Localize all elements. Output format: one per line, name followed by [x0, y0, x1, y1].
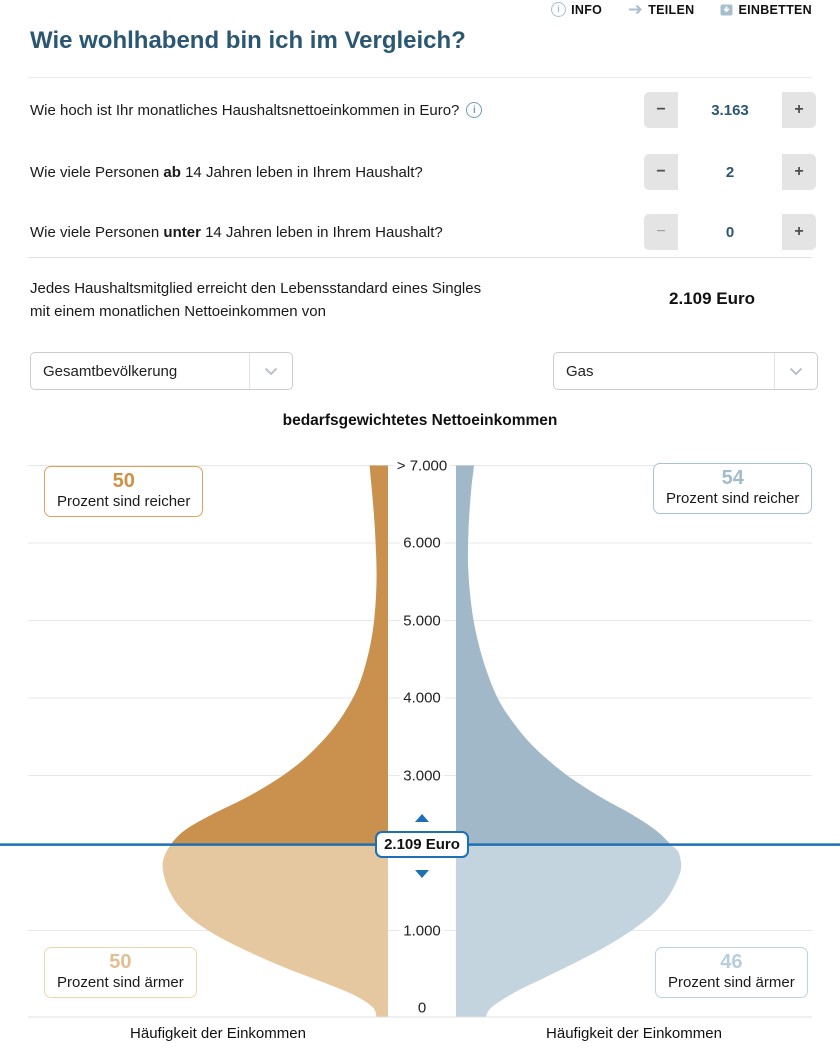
- question-label: Wie hoch ist Ihr monatliches Haushaltsne…: [30, 101, 483, 119]
- info-icon[interactable]: i: [466, 102, 483, 118]
- violin-chart: > 7.000 6.000 5.000 4.000 3.000 1.000 0 50 Pro…: [0, 440, 840, 1058]
- badge-richer-right: 54 Prozent sind reicher: [653, 463, 813, 514]
- badge-poorer-left: 50 Prozent sind ärmer: [44, 947, 197, 998]
- children-stepper: − 0 +: [644, 214, 816, 250]
- adults-stepper: − 2 +: [644, 154, 816, 190]
- stepper-decrement[interactable]: −: [656, 163, 666, 180]
- share-link[interactable]: TEILEN: [628, 3, 694, 17]
- question-label: Wie viele Personen unter 14 Jahren leben…: [30, 224, 443, 241]
- badge-label: Prozent sind ärmer: [668, 974, 795, 991]
- y-tick-label: 3.000: [400, 767, 444, 784]
- badge-label: Prozent sind reicher: [666, 490, 800, 507]
- divider: [28, 77, 812, 78]
- embed-link[interactable]: EINBETTEN: [720, 3, 812, 17]
- violin-right-below: [456, 844, 682, 1017]
- badge-percent: 54: [721, 467, 744, 489]
- embed-link-label: EINBETTEN: [738, 2, 812, 17]
- y-tick-label: 6.000: [400, 534, 444, 552]
- badge-percent: 50: [109, 951, 132, 973]
- question-row-adults: Wie viele Personen ab 14 Jahren leben in…: [30, 154, 816, 190]
- y-tick-label: 5.000: [400, 612, 444, 629]
- badge-label: Prozent sind ärmer: [57, 974, 184, 991]
- result-text: Jedes Haushaltsmitglied erreicht den Leb…: [30, 277, 481, 323]
- stepper-decrement[interactable]: −: [656, 223, 666, 240]
- info-link[interactable]: i INFO: [551, 2, 602, 17]
- result-value: 2.109 Euro: [669, 289, 755, 308]
- info-icon: i: [551, 2, 567, 17]
- drag-up-icon: [415, 814, 429, 822]
- stepper-value[interactable]: 3.163: [678, 92, 782, 128]
- result-line-1: Jedes Haushaltsmitglied erreicht den Leb…: [30, 280, 482, 297]
- badge-label: Prozent sind reicher: [57, 493, 191, 510]
- badge-poorer-right: 46 Prozent sind ärmer: [655, 947, 808, 998]
- violin-left-above: [170, 465, 388, 845]
- question-text: Wie viele Personen ab 14 Jahren leben in…: [30, 163, 423, 181]
- header-links: i INFO TEILEN EINBETTEN: [551, 2, 812, 17]
- stepper-value[interactable]: 0: [678, 214, 782, 250]
- violin-left-below: [162, 844, 388, 1017]
- y-tick-label: 4.000: [400, 689, 444, 707]
- income-stepper: − 3.163 +: [644, 92, 816, 128]
- comparison-group-select[interactable]: Gas: [553, 352, 818, 390]
- select-value: Gesamtbevölkerung: [43, 362, 178, 380]
- question-text: Wie hoch ist Ihr monatliches Haushaltsne…: [30, 101, 460, 119]
- stepper-decrement[interactable]: −: [656, 101, 666, 118]
- question-text: Wie viele Personen unter 14 Jahren leben…: [30, 223, 443, 241]
- select-value: Gas: [566, 362, 594, 380]
- population-select[interactable]: Gesamtbevölkerung: [30, 352, 293, 390]
- stepper-value[interactable]: 2: [678, 154, 782, 190]
- embed-icon: [720, 4, 733, 16]
- y-tick-label: > 7.000: [393, 457, 451, 474]
- badge-percent: 46: [720, 951, 743, 973]
- share-link-label: TEILEN: [648, 2, 695, 17]
- y-tick-label: 0: [414, 999, 430, 1017]
- chevron-down-icon: [774, 353, 817, 389]
- badge-richer-left: 50 Prozent sind reicher: [44, 466, 204, 517]
- drag-down-icon: [415, 870, 429, 878]
- chart-title: bedarfsgewichtetes Nettoeinkommen: [282, 412, 558, 429]
- x-axis-label-right: Häufigkeit der Einkommen: [546, 1025, 722, 1042]
- median-value-box[interactable]: 2.109 Euro: [375, 831, 469, 858]
- y-tick-label: 1.000: [400, 922, 444, 939]
- violin-right-above: [456, 465, 671, 845]
- stepper-increment[interactable]: +: [794, 223, 804, 240]
- stepper-increment[interactable]: +: [794, 101, 804, 118]
- badge-percent: 50: [112, 470, 135, 492]
- result-line-2: mit einem monatlichen Nettoeinkommen von: [30, 303, 326, 320]
- x-axis-label-left: Häufigkeit der Einkommen: [130, 1025, 306, 1042]
- question-row-children: Wie viele Personen unter 14 Jahren leben…: [30, 214, 816, 250]
- question-label: Wie viele Personen ab 14 Jahren leben in…: [30, 164, 423, 181]
- page-title: Wie wohlhabend bin ich im Vergleich?: [30, 27, 466, 54]
- stepper-increment[interactable]: +: [794, 163, 804, 180]
- info-link-label: INFO: [571, 2, 603, 17]
- chevron-down-icon: [249, 353, 292, 389]
- question-row-income: Wie hoch ist Ihr monatliches Haushaltsne…: [30, 92, 816, 128]
- share-arrow-icon: [628, 4, 643, 15]
- divider: [28, 257, 812, 258]
